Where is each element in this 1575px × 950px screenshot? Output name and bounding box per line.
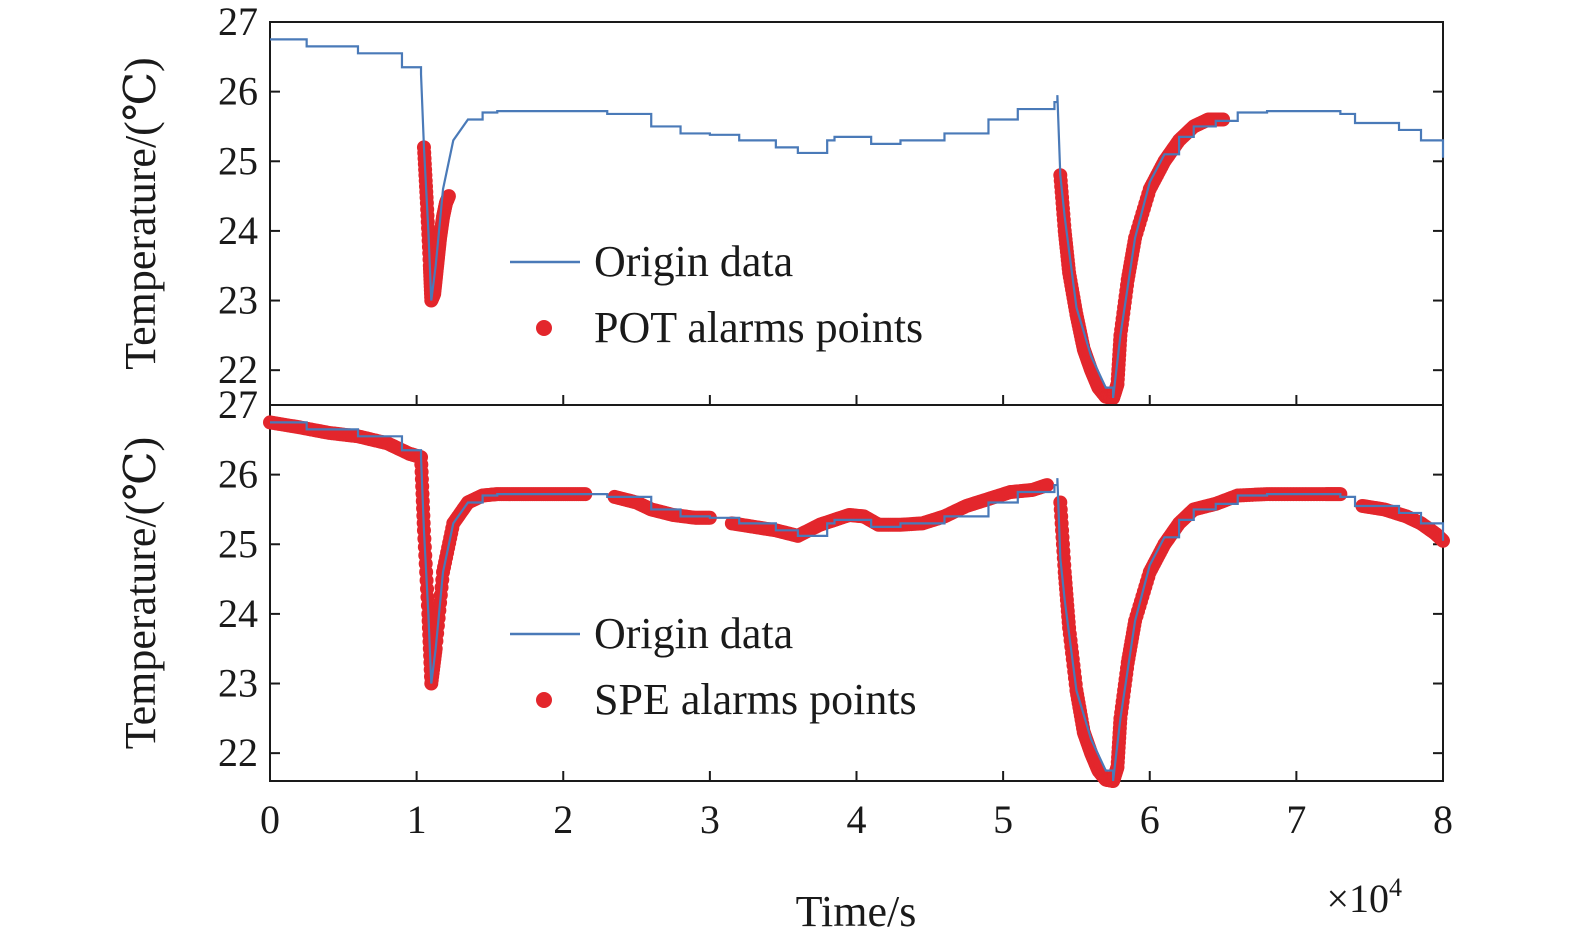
origin-data-line (270, 38, 1445, 399)
y-tick-label: 22 (218, 347, 258, 392)
y-axis-title: Temperature/(℃) (116, 437, 165, 749)
legend-label-origin: Origin data (594, 609, 793, 658)
x-tick-label: 8 (1433, 797, 1453, 842)
legend-point-swatch (536, 692, 552, 708)
x-tick-label: 1 (407, 797, 427, 842)
x-axis-multiplier-base: ×10 (1326, 876, 1389, 921)
legend-label-alarms: POT alarms points (594, 303, 923, 352)
x-tick-label: 0 (260, 797, 280, 842)
origin-data-line (270, 421, 1445, 782)
y-tick-label: 27 (218, 382, 258, 427)
y-tick-label: 26 (218, 69, 258, 114)
legend-label-origin: Origin data (594, 237, 793, 286)
y-tick-label: 27 (218, 0, 258, 44)
y-tick-label: 23 (218, 278, 258, 323)
x-tick-label: 3 (700, 797, 720, 842)
y-tick-label: 25 (218, 521, 258, 566)
x-axis-multiplier: ×104 (1326, 873, 1402, 921)
alarm-point (441, 189, 456, 204)
y-tick-label: 25 (218, 138, 258, 183)
top-panel-pot-alarms: 22 23 24 25 26 27 Temperature/(℃) Origin data PO… (116, 0, 1445, 406)
x-tick-label: 2 (553, 797, 573, 842)
y-tick-label: 24 (218, 208, 258, 253)
shared-x-axis: Time/s ×104 (796, 873, 1402, 936)
x-tick-label: 5 (993, 797, 1013, 842)
alarm-point (1216, 112, 1231, 127)
x-axis-title: Time/s (796, 887, 917, 936)
y-axis-title: Temperature/(℃) (116, 57, 165, 369)
y-tick-label: 22 (218, 730, 258, 775)
x-tick-label: 4 (847, 797, 867, 842)
y-tick-label: 26 (218, 452, 258, 497)
x-tick-label: 7 (1286, 797, 1306, 842)
legend-label-alarms: SPE alarms points (594, 675, 917, 724)
alarm-point (1040, 478, 1055, 493)
x-tick-label: 6 (1140, 797, 1160, 842)
y-tick-label: 24 (218, 591, 258, 636)
legend-point-swatch (536, 320, 552, 336)
y-tick-label: 23 (218, 661, 258, 706)
x-axis-multiplier-exponent: 4 (1389, 873, 1402, 902)
